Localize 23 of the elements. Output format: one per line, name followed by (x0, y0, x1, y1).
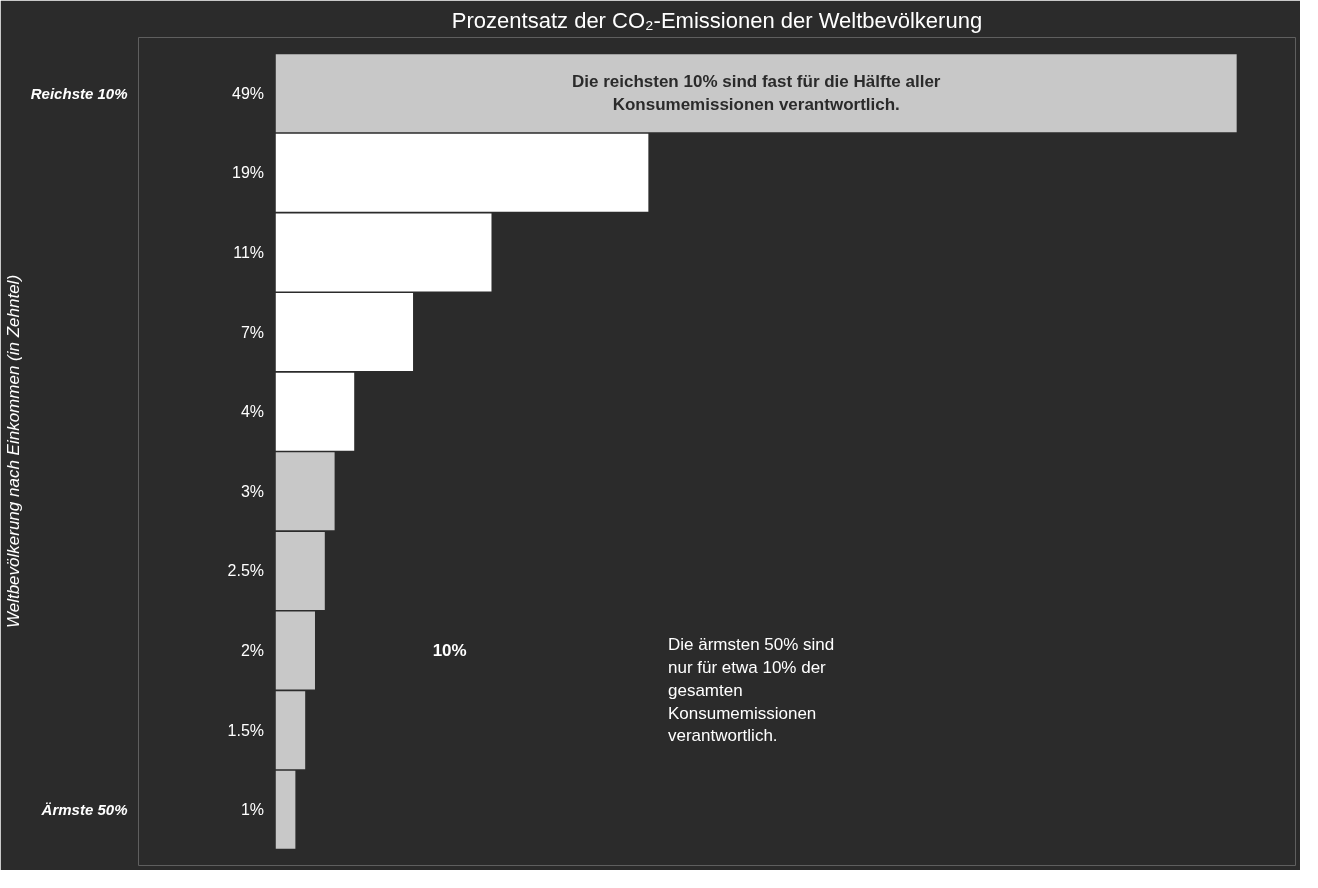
data-label: 4% (240, 403, 265, 421)
bar (275, 452, 335, 531)
data-label: 19% (231, 164, 265, 182)
bar (275, 531, 325, 610)
y-tick-label: Reichste 10% (30, 84, 128, 102)
bar (275, 372, 355, 451)
y-axis-title: Weltbevölkerung nach Einkommen (in Zehntel) (3, 274, 23, 629)
annotation: Die ärmsten 50% sind nur für etwa 10% der gesamten Konsumemissionen verantwortlich. (667, 635, 835, 746)
bar (275, 293, 414, 372)
annotation: Die reichsten 10% sind fast für die Hälfte aller Konsumemissionen verantwortlich. (571, 72, 941, 115)
data-label: 2.5% (227, 562, 265, 580)
data-label: 7% (240, 323, 265, 341)
data-label: 2% (240, 642, 265, 660)
annotation: 10% (432, 641, 467, 661)
data-label: 1% (240, 801, 265, 819)
data-label: 1.5% (227, 721, 265, 739)
bar (275, 54, 1237, 133)
data-label: 49% (231, 84, 265, 102)
y-tick-label: Ärmste 50% (40, 801, 128, 819)
bar (275, 770, 296, 849)
data-label: 11% (233, 243, 265, 261)
chart-title: Prozentsatz der CO₂-Emissionen der Weltbevölkerung (451, 7, 983, 33)
data-label: 3% (240, 482, 265, 500)
